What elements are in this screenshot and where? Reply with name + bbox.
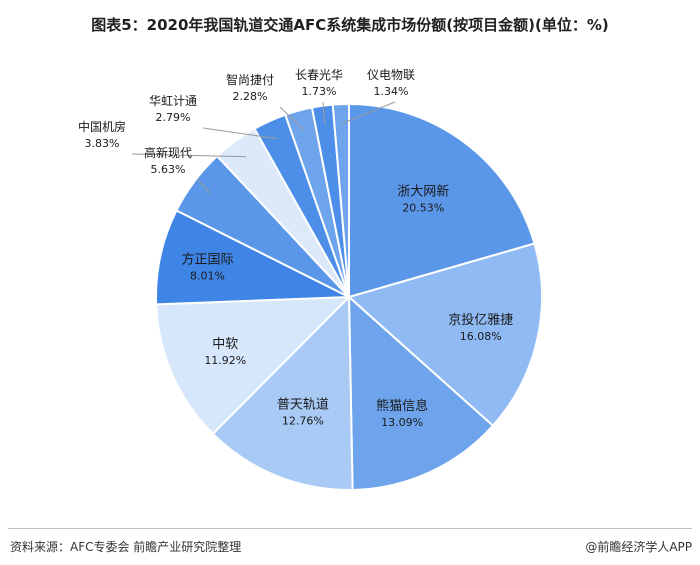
slice-name-label: 普天轨道	[277, 398, 329, 413]
slice-value-label: 8.01%	[190, 269, 225, 282]
leader-line-9	[279, 106, 304, 130]
pie-slice-4	[155, 295, 352, 436]
footer-divider	[8, 528, 692, 529]
leader-line-11	[341, 101, 396, 124]
pie-slices	[155, 102, 543, 491]
slice-name-label: 京投亿雅捷	[448, 312, 513, 328]
slice-name-label: 方正国际	[181, 251, 233, 267]
slice-value-label: 12.76%	[282, 415, 324, 428]
leader-line-8	[202, 127, 278, 140]
pie-slice-0	[348, 102, 536, 299]
leader-line-6	[197, 179, 211, 194]
slice-value-label: 1.34%	[374, 85, 409, 98]
slice-value-label: 13.09%	[381, 416, 423, 429]
slice-value-label: 2.28%	[233, 90, 268, 103]
slice-name-label: 仪电物联	[367, 68, 415, 82]
slice-name-label: 智尚捷付	[226, 72, 274, 87]
slice-name-label: 中国机房	[78, 119, 126, 134]
leader-lines	[131, 101, 396, 194]
leader-line-7	[131, 153, 247, 158]
slice-labels: 浙大网新 20.53% 京投亿雅捷 16.08% 熊猫信息 13.09% 普天轨道 12.76…	[78, 68, 513, 429]
slice-value-label: 5.63%	[151, 163, 186, 176]
slice-value-label: 2.79%	[156, 111, 191, 124]
slice-name-label: 华虹计通	[149, 94, 197, 108]
pie-slice-11	[331, 102, 350, 298]
slice-value-label: 16.08%	[460, 330, 502, 343]
pie-slice-1	[346, 242, 543, 428]
chart-title: 图表5：2020年我国轨道交通AFC系统集成市场份额(按项目金额)(单位：%)	[91, 16, 609, 34]
pie-slice-3	[211, 294, 354, 491]
slice-name-label: 浙大网新	[397, 183, 449, 199]
slice-value-label: 3.83%	[85, 137, 120, 150]
leader-line-10	[322, 101, 326, 126]
slice-value-label: 11.92%	[204, 354, 246, 367]
slice-name-label: 高新现代	[144, 145, 192, 160]
source-note: 资料来源：AFC专委会 前瞻产业研究院整理	[10, 540, 242, 554]
slice-name-label: 长春光华	[295, 68, 343, 82]
brand-credit: @前瞻经济学人APP	[585, 540, 692, 554]
pie-slice-5	[155, 209, 350, 306]
slice-value-label: 1.73%	[302, 85, 337, 98]
slice-name-label: 熊猫信息	[376, 398, 428, 414]
pie-slice-2	[347, 294, 495, 491]
pie-chart: 浙大网新 20.53% 京投亿雅捷 16.08% 熊猫信息 13.09% 普天轨道 12.76…	[78, 68, 543, 491]
slice-value-label: 20.53%	[402, 201, 444, 214]
slice-name-label: 中软	[212, 337, 238, 352]
